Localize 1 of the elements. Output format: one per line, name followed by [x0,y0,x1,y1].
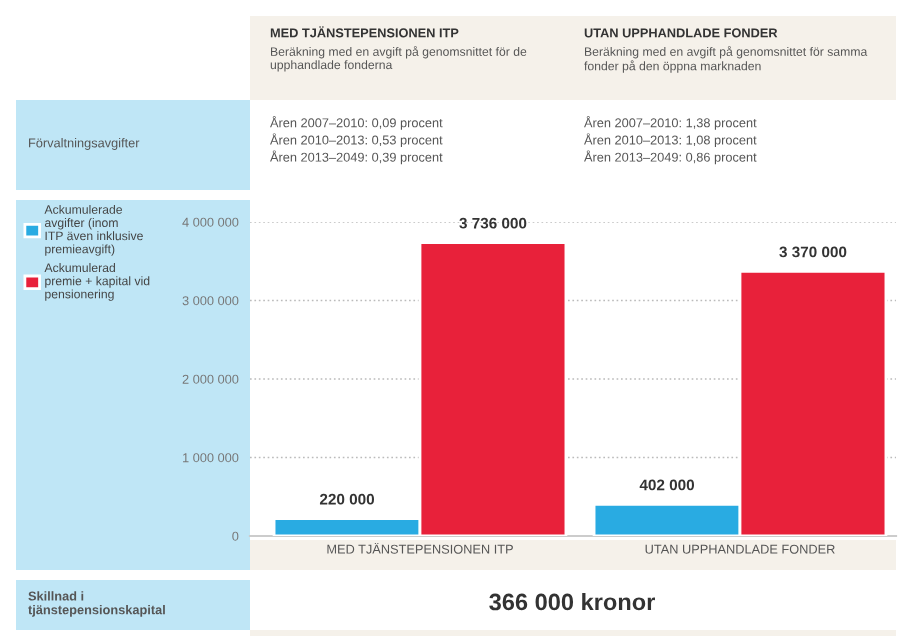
text: 366 000 kronor [489,592,655,611]
